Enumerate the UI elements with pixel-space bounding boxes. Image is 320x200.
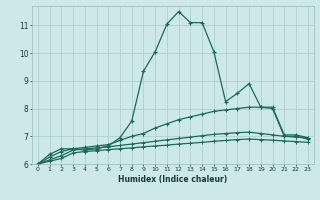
X-axis label: Humidex (Indice chaleur): Humidex (Indice chaleur) (118, 175, 228, 184)
